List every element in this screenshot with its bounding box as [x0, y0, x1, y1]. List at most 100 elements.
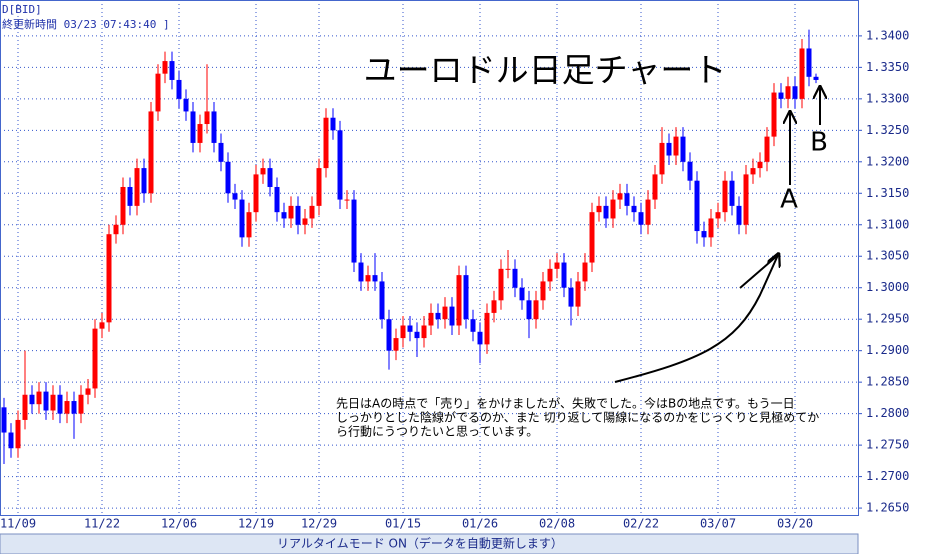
candle-body [666, 142, 672, 156]
candle-body [778, 92, 784, 99]
x-tick-label: 01/26 [462, 517, 498, 531]
candle-body [295, 205, 301, 225]
x-tick-label: 01/15 [385, 517, 421, 531]
candle-body [134, 168, 140, 206]
candle-body [15, 419, 21, 449]
candle-body [428, 312, 434, 326]
candle-body [106, 234, 112, 323]
candle-body [645, 199, 651, 225]
candle-body [92, 328, 98, 389]
y-tick-label: 1.3400 [866, 28, 909, 42]
y-tick-label: 1.3350 [866, 60, 909, 74]
candle-body [281, 212, 287, 219]
candle-body [568, 287, 574, 307]
candle-body [309, 205, 315, 219]
candle-body [442, 306, 448, 320]
candle-body [680, 136, 686, 162]
y-tick-label: 1.2800 [866, 406, 909, 420]
candle-body [211, 111, 217, 143]
candle-body [715, 212, 721, 219]
candle-body [421, 325, 427, 339]
candle-body [764, 136, 770, 162]
candle-body [253, 174, 259, 213]
candle-body [631, 205, 637, 213]
y-tick-label: 1.2750 [866, 438, 909, 452]
candle-body [190, 111, 196, 143]
candle-body [330, 117, 336, 131]
candle-body [71, 401, 77, 414]
footer-bar [0, 533, 859, 554]
annotation-line: しっかりとした陰線がでるのか、また 切り返して陽線になるのかをじっくりと見極めて… [336, 410, 819, 425]
y-tick-label: 1.3100 [866, 217, 909, 231]
annotation-line: 先日はAの時点で「売り」をかけましたが、失敗でした。今はBの地点です。もう一日 [336, 396, 795, 411]
candle-body [232, 193, 238, 200]
candle-body [316, 168, 322, 206]
candle-body [470, 319, 476, 332]
candle-body [505, 268, 511, 270]
footer-text: リアルタイムモード ON（データを自動更新します） [277, 536, 563, 551]
candle-body [512, 268, 518, 288]
candle-body [288, 205, 294, 219]
x-tick-label: 11/09 [0, 517, 36, 531]
candle-body [302, 218, 308, 225]
candle-body [358, 262, 364, 282]
candle-body [575, 281, 581, 307]
y-tick-label: 1.3250 [866, 123, 909, 137]
candle-body [673, 136, 679, 156]
candle-body [274, 186, 280, 213]
candle-body [246, 212, 252, 238]
candle-body [386, 319, 392, 351]
candle-body [463, 275, 469, 320]
candle-body [701, 231, 707, 238]
candle-body [722, 180, 728, 213]
y-tick-label: 1.3150 [866, 186, 909, 200]
candle-body [162, 61, 168, 74]
candle-body [337, 130, 343, 200]
candle-body [372, 275, 378, 282]
y-tick-label: 1.3050 [866, 249, 909, 263]
candle-body [57, 394, 63, 414]
candle-body [113, 224, 119, 235]
marker-a: A [780, 185, 798, 215]
candle-body [365, 275, 371, 282]
candle-body [78, 394, 84, 414]
candle-body [260, 168, 266, 175]
candle-body [498, 268, 504, 301]
candle-body [687, 161, 693, 181]
candle-body [610, 199, 616, 219]
candle-body [176, 79, 182, 99]
candle-body [540, 281, 546, 301]
candle-body [813, 76, 819, 80]
candle-body [617, 193, 623, 200]
candle-body [344, 199, 350, 201]
candle-body [603, 205, 609, 219]
candle-body [708, 218, 714, 238]
candle-body [771, 92, 777, 137]
candles [1, 29, 819, 465]
x-tick-label: 02/22 [623, 517, 659, 531]
candle-body [43, 391, 49, 411]
candle-body [806, 48, 812, 77]
annotation: 先日はAの時点で「売り」をかけましたが、失敗でした。今はBの地点です。もう一日し… [336, 396, 819, 439]
y-tick-label: 1.3000 [866, 280, 909, 294]
candle-body [491, 300, 497, 313]
chart-title: ユーロドル日足チャート [364, 51, 727, 90]
candle-body [477, 331, 483, 345]
candle-body [638, 212, 644, 225]
y-tick-label: 1.2850 [866, 375, 909, 389]
candle-body [1, 407, 7, 433]
y-tick-label: 1.2950 [866, 312, 909, 326]
x-tick-label: 11/22 [84, 517, 120, 531]
candle-body [456, 275, 462, 326]
candle-body [183, 98, 189, 112]
x-tick-label: 12/06 [161, 517, 197, 531]
y-tick-label: 1.2700 [866, 469, 909, 483]
candle-body [435, 312, 441, 320]
marker-b: B [810, 128, 828, 158]
candle-body [267, 168, 273, 187]
header: D[BID] [2, 3, 42, 16]
candle-body [400, 325, 406, 339]
candle-body [659, 142, 665, 175]
